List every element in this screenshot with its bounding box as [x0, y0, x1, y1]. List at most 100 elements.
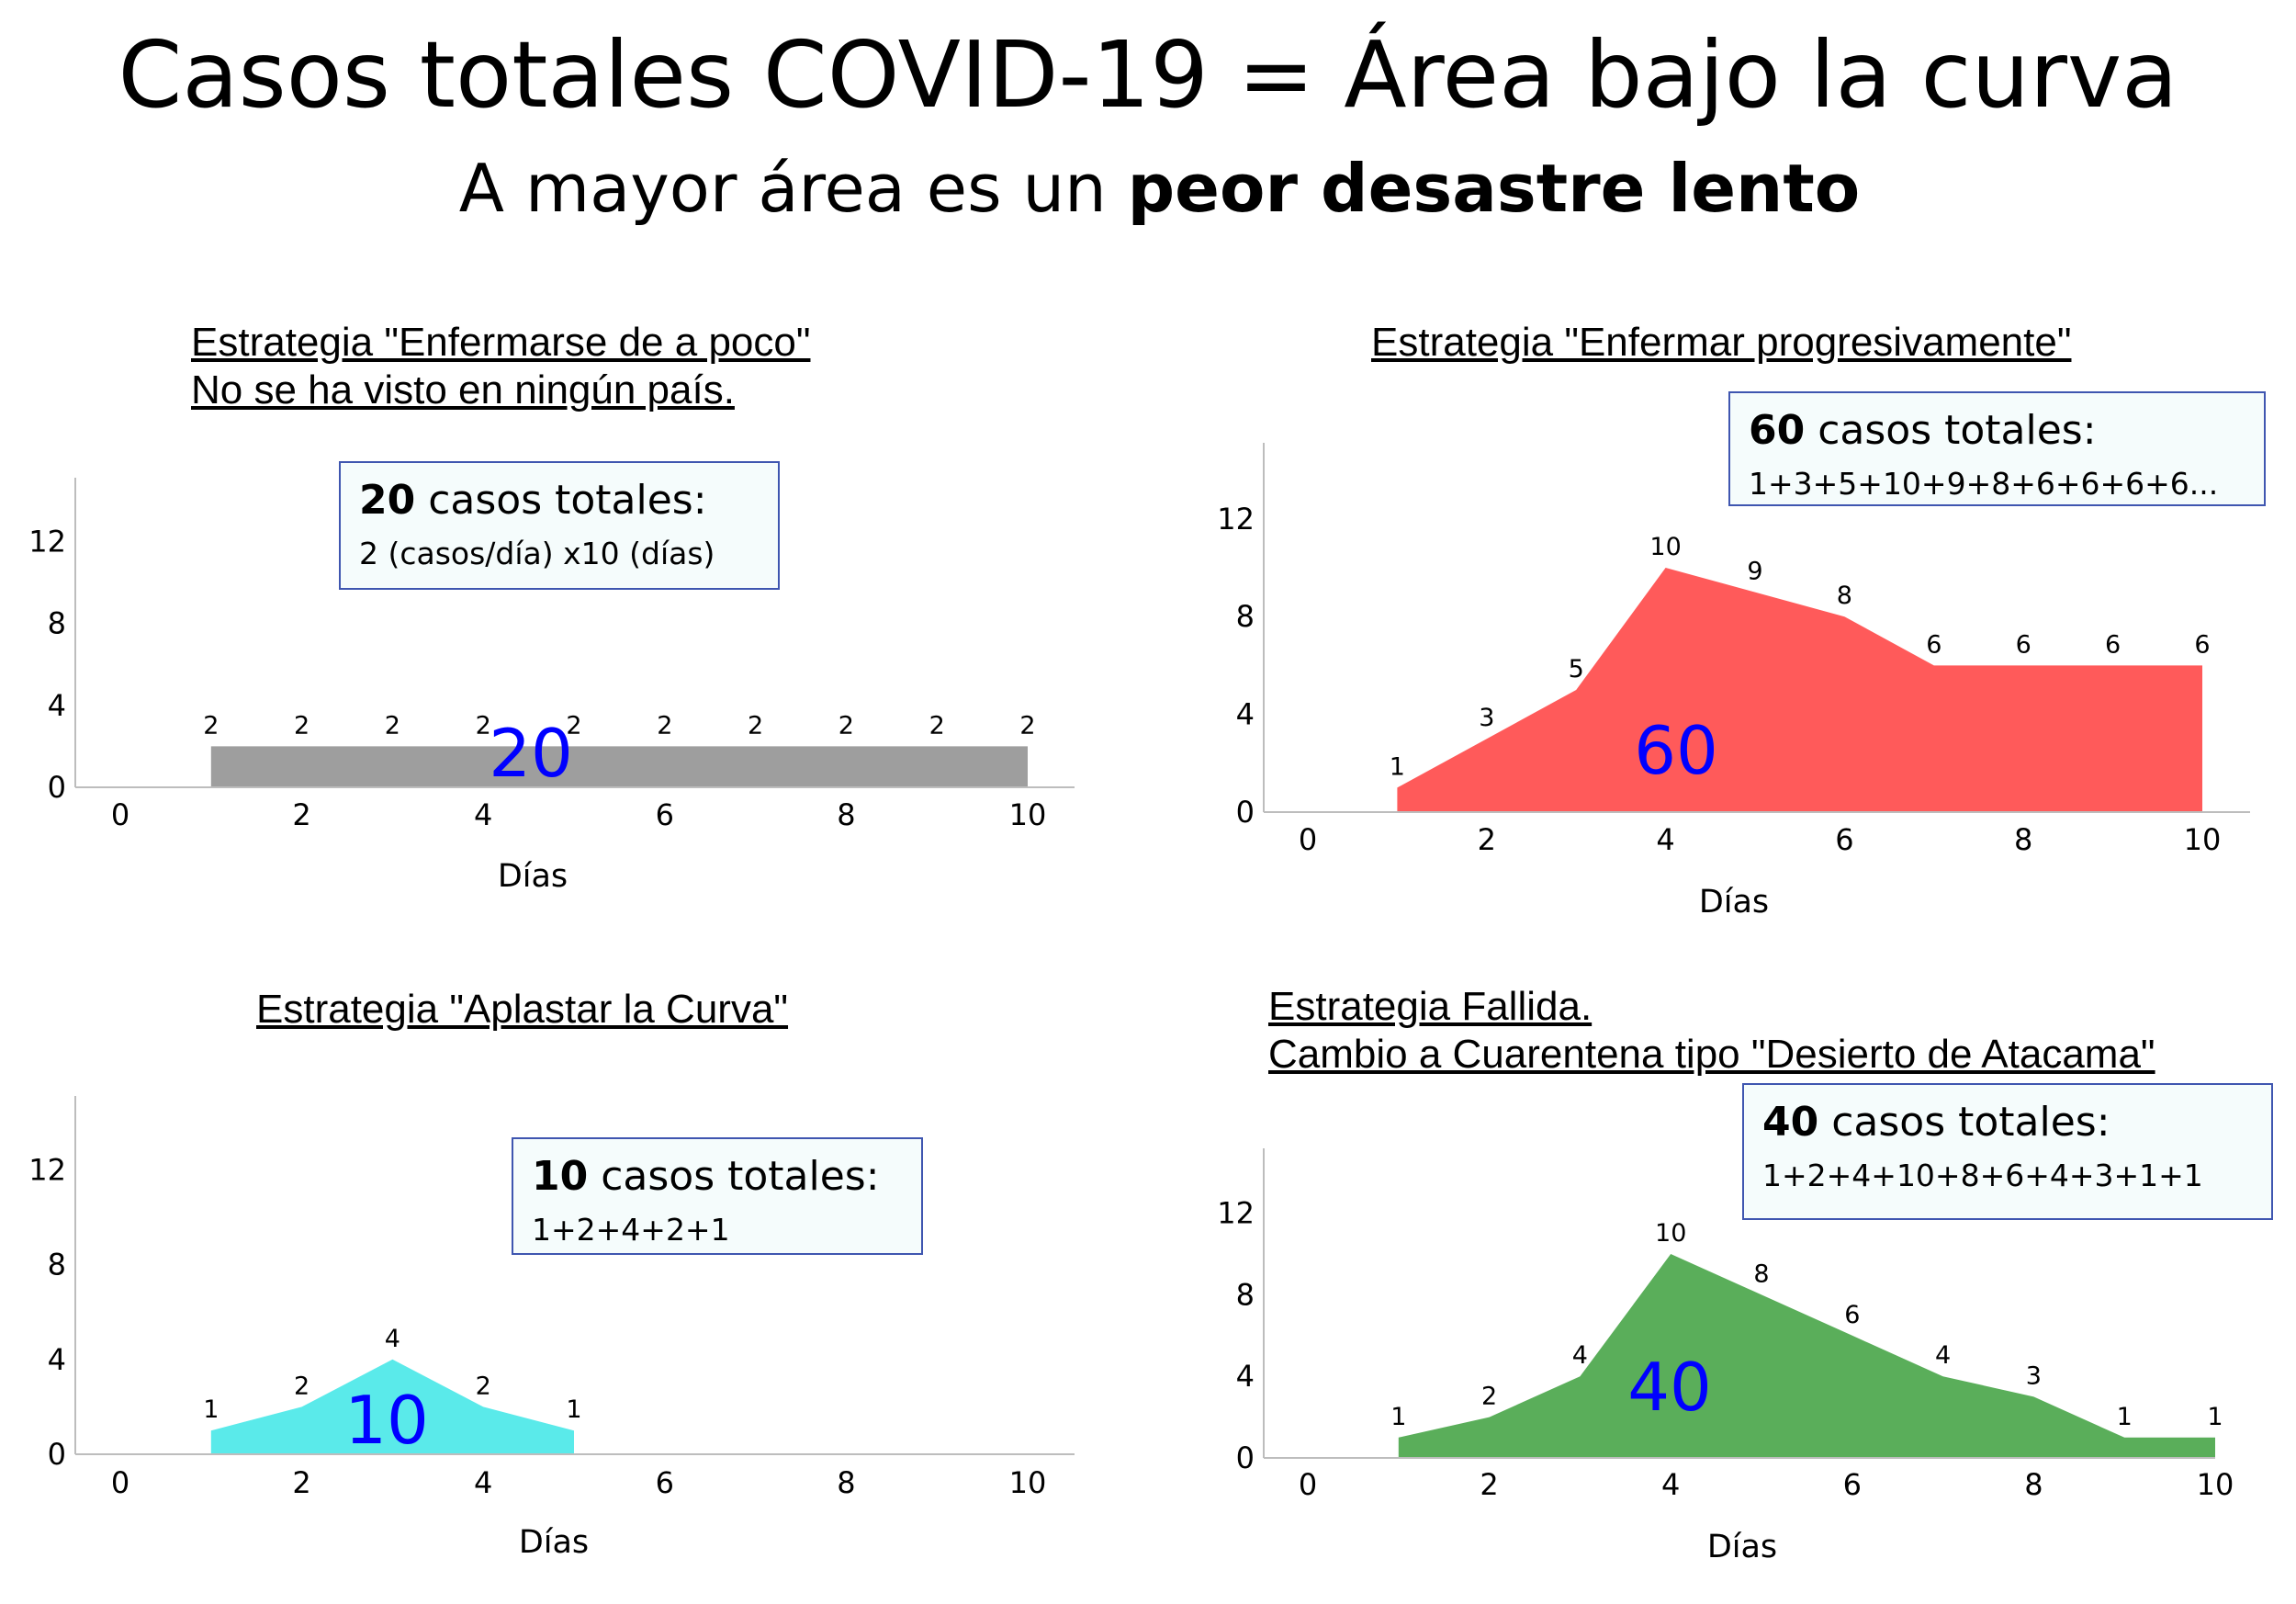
data-label: 6 [1926, 630, 1941, 659]
y-tick-label: 0 [1236, 1440, 1255, 1475]
info-box-heading: 60 casos totales: [1749, 404, 2245, 457]
total-count-label: casos totales: [1805, 407, 2097, 454]
panel-title-line: Estrategia Fallida. [1268, 984, 1593, 1029]
data-label: 2 [294, 1372, 310, 1400]
info-box-heading: 10 casos totales: [532, 1150, 903, 1203]
x-tick-label: 4 [474, 797, 492, 832]
info-box-detail: 1+2+4+10+8+6+4+3+1+1 [1762, 1158, 2203, 1193]
panel-title-line: Estrategia "Enfermar progresivamente" [1371, 320, 2072, 365]
data-label: 2 [566, 711, 581, 740]
data-label: 2 [657, 711, 672, 740]
total-area-label: 10 [344, 1382, 429, 1459]
x-tick-label: 6 [656, 1465, 674, 1500]
data-label: 1 [1390, 1403, 1406, 1431]
x-axis-label: Días [498, 858, 568, 895]
data-label: 2 [1481, 1383, 1497, 1411]
info-box-total: 40 casos totales: 1+2+4+10+8+6+4+3+1+1 [1742, 1083, 2273, 1220]
x-tick-label: 10 [1009, 1465, 1047, 1500]
data-label: 4 [1935, 1341, 1951, 1370]
x-tick-label: 2 [1480, 1467, 1498, 1502]
panel-title-enfermar-progresivamente: Estrategia "Enfermar progresivamente" [1371, 319, 2071, 367]
panel-title-enfermarse-de-a-poco: Estrategia "Enfermarse de a poco" No se … [191, 319, 810, 414]
panel-title-line: No se ha visto en ningún país. [191, 367, 735, 412]
info-box-total: 20 casos totales: 2 (casos/día) x10 (día… [339, 461, 780, 590]
page-title: Casos totales COVID-19 = Área bajo la cu… [118, 21, 2178, 129]
data-label: 1 [203, 1395, 219, 1424]
x-tick-label: 0 [111, 797, 129, 832]
x-tick-label: 6 [1835, 822, 1853, 857]
total-count-label: casos totales: [415, 477, 707, 524]
data-label: 2 [203, 711, 219, 740]
y-tick-label: 12 [28, 1152, 66, 1187]
data-label: 6 [2016, 630, 2032, 659]
y-tick-label: 8 [1236, 599, 1255, 634]
x-tick-label: 0 [1299, 822, 1317, 857]
data-label: 2 [838, 711, 854, 740]
info-box-heading: 20 casos totales: [359, 474, 760, 527]
y-tick-label: 8 [48, 1248, 66, 1282]
y-tick-label: 4 [48, 688, 66, 723]
y-tick-label: 12 [28, 524, 66, 559]
x-tick-label: 0 [111, 1465, 129, 1500]
total-area-label: 20 [489, 715, 573, 792]
panel-title-aplastar-la-curva: Estrategia "Aplastar la Curva" [256, 986, 788, 1034]
data-label: 1 [1390, 752, 1405, 781]
data-label: 2 [929, 711, 945, 740]
y-tick-label: 8 [48, 606, 66, 641]
info-box-detail: 1+2+4+2+1 [532, 1212, 730, 1248]
data-label: 5 [1569, 655, 1584, 683]
subtitle-emphasis: peor desastre lento [1127, 150, 1861, 227]
info-box-heading: 40 casos totales: [1762, 1096, 2253, 1149]
panel-title-line: Estrategia "Aplastar la Curva" [256, 987, 789, 1032]
data-label: 4 [385, 1325, 400, 1353]
x-tick-label: 10 [2184, 822, 2222, 857]
data-label: 2 [294, 711, 310, 740]
panel-title-estrategia-fallida: Estrategia Fallida. Cambio a Cuarentena … [1268, 983, 2155, 1079]
info-box-total: 60 casos totales: 1+3+5+10+9+8+6+6+6+6..… [1728, 391, 2266, 506]
data-label: 10 [1655, 1219, 1686, 1248]
x-tick-label: 8 [2014, 822, 2032, 857]
total-area-label: 40 [1627, 1349, 1712, 1426]
x-tick-label: 4 [1661, 1467, 1680, 1502]
y-tick-label: 8 [1236, 1277, 1255, 1312]
data-label: 2 [1019, 711, 1035, 740]
data-label: 4 [1572, 1341, 1588, 1370]
total-count-label: casos totales: [1818, 1099, 2110, 1146]
total-area-label: 60 [1634, 712, 1718, 789]
x-tick-label: 0 [1299, 1467, 1317, 1502]
info-box-detail: 2 (casos/día) x10 (días) [359, 536, 715, 571]
y-tick-label: 0 [1236, 795, 1255, 830]
data-label: 6 [2194, 630, 2210, 659]
x-tick-label: 4 [474, 1465, 492, 1500]
data-label: 2 [385, 711, 400, 740]
x-tick-label: 8 [837, 797, 855, 832]
y-tick-label: 0 [48, 770, 66, 805]
x-tick-label: 10 [2197, 1467, 2234, 1502]
y-tick-label: 0 [48, 1437, 66, 1472]
data-label: 2 [476, 711, 491, 740]
y-tick-label: 4 [48, 1342, 66, 1377]
data-label: 3 [2026, 1361, 2042, 1390]
panel-title-line: Estrategia "Enfermarse de a poco" [191, 320, 811, 365]
subtitle-prefix: A mayor área es un [458, 150, 1128, 227]
total-count: 10 [532, 1153, 589, 1200]
data-label: 1 [2117, 1403, 2133, 1431]
x-tick-label: 6 [656, 797, 674, 832]
data-label: 6 [2105, 630, 2121, 659]
area-fill [1397, 568, 2202, 812]
x-axis-label: Días [1707, 1529, 1777, 1565]
data-label: 3 [1479, 704, 1494, 732]
x-tick-label: 10 [1009, 797, 1047, 832]
y-tick-label: 12 [1217, 502, 1255, 537]
data-label: 1 [566, 1395, 581, 1424]
total-count: 40 [1762, 1099, 1819, 1146]
x-axis-label: Días [1699, 884, 1769, 921]
area-fill [210, 746, 1029, 787]
data-label: 2 [476, 1372, 491, 1400]
data-label: 8 [1837, 582, 1852, 610]
x-tick-label: 6 [1843, 1467, 1862, 1502]
area-fill [210, 1359, 575, 1454]
y-tick-label: 4 [1236, 697, 1255, 732]
info-box-detail: 1+3+5+10+9+8+6+6+6+6... [1749, 466, 2219, 502]
